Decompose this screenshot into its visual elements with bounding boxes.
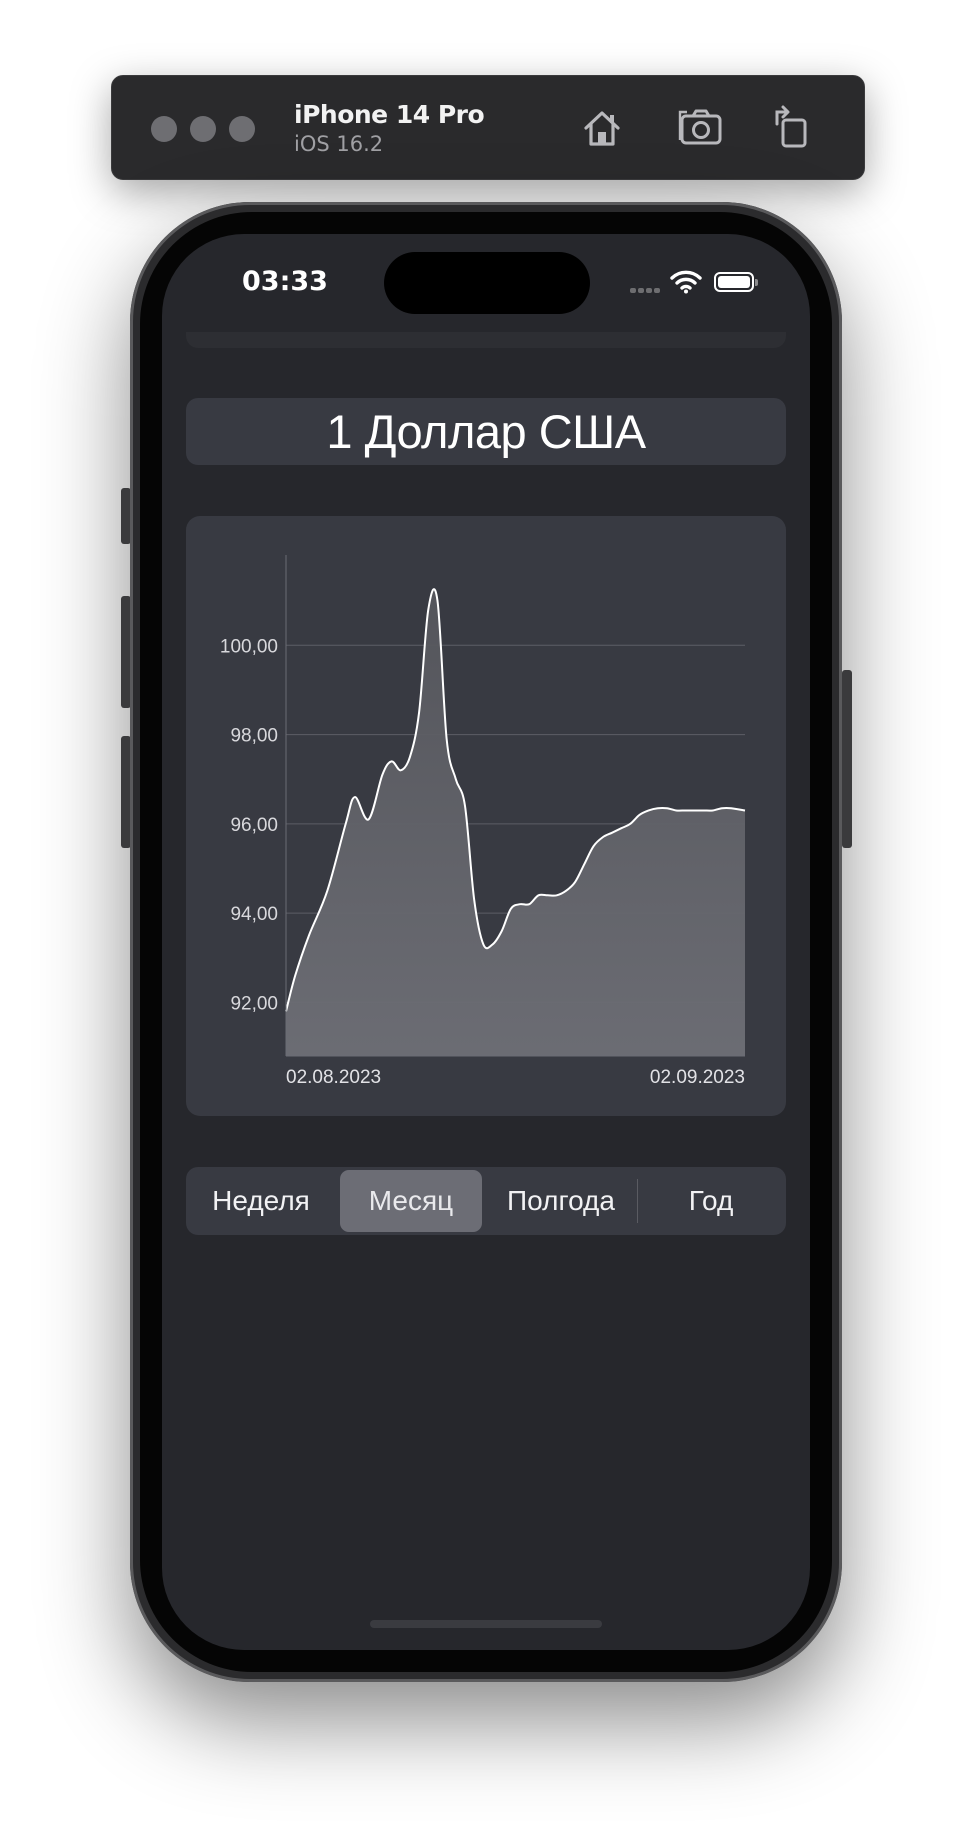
currency-title: 1 Доллар США xyxy=(326,405,646,458)
rotate-icon[interactable] xyxy=(767,104,815,152)
silent-switch[interactable] xyxy=(121,488,131,544)
y-tick-label: 92,00 xyxy=(230,993,278,1014)
os-version: iOS 16.2 xyxy=(294,132,384,156)
status-time: 03:33 xyxy=(242,266,328,297)
segment-month[interactable]: Месяц xyxy=(340,1170,482,1232)
window-minimize-dot[interactable] xyxy=(190,116,216,142)
volume-up-button[interactable] xyxy=(121,596,131,708)
segment-divider xyxy=(637,1179,638,1223)
period-segmented-control: Неделя Месяц Полгода Год xyxy=(186,1167,786,1235)
area-fill xyxy=(286,589,745,1056)
x-end-label: 02.09.2023 xyxy=(650,1067,745,1088)
currency-title-card: 1 Доллар США xyxy=(186,398,786,465)
battery-icon xyxy=(714,272,758,292)
phone-screen: 03:33 1 Доллар США 100,00 98,00 96,00 94,00… xyxy=(162,234,810,1650)
y-tick-label: 100,00 xyxy=(220,636,278,657)
volume-down-button[interactable] xyxy=(121,736,131,848)
segment-year[interactable]: Год xyxy=(688,1185,734,1216)
window-close-dot[interactable] xyxy=(151,116,177,142)
x-start-label: 02.08.2023 xyxy=(286,1067,381,1088)
home-icon[interactable] xyxy=(578,104,626,152)
window-zoom-dot[interactable] xyxy=(229,116,255,142)
y-tick-label: 94,00 xyxy=(230,904,278,925)
screenshot-icon[interactable] xyxy=(678,104,726,152)
scroll-edge xyxy=(186,332,786,348)
dynamic-island xyxy=(384,252,590,314)
signal-bar-1 xyxy=(630,288,636,293)
series-line xyxy=(285,588,746,1012)
segment-week[interactable]: Неделя xyxy=(212,1185,310,1216)
chart-card: 100,00 98,00 96,00 94,00 92,00 02.08.2023 02.0… xyxy=(186,516,786,1116)
y-tick-label: 98,00 xyxy=(230,726,278,747)
segment-half-year[interactable]: Полгода xyxy=(507,1185,615,1216)
signal-bar-2 xyxy=(638,288,644,293)
signal-bar-3 xyxy=(646,288,652,293)
signal-bar-4 xyxy=(654,288,660,293)
rate-chart: 100,00 98,00 96,00 94,00 92,00 02.08.2023 02.0… xyxy=(220,555,746,1088)
wifi-icon xyxy=(670,270,702,294)
device-name: iPhone 14 Pro xyxy=(294,100,485,129)
home-indicator xyxy=(370,1620,602,1628)
power-button[interactable] xyxy=(842,670,852,848)
simulator-toolbar: iPhone 14 Pro iOS 16.2 xyxy=(111,75,865,180)
y-tick-label: 96,00 xyxy=(230,815,278,836)
